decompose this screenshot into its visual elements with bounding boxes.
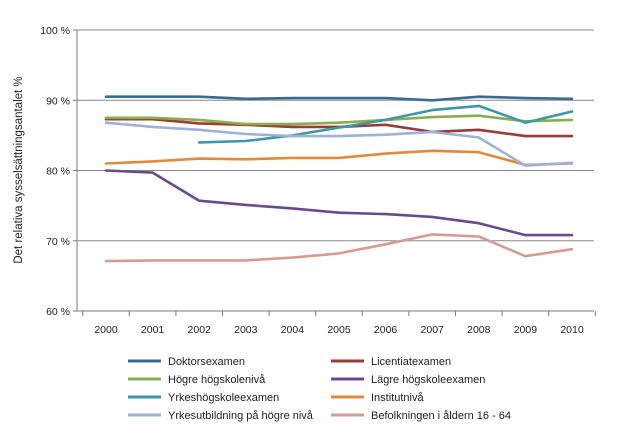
legend-label: Institutnivå [371, 392, 424, 404]
series-line [104, 169, 574, 237]
series-line [104, 121, 574, 167]
series-line [104, 149, 574, 167]
x-tick-label: 2009 [514, 324, 538, 336]
series-4 [197, 104, 574, 144]
series-0 [104, 95, 574, 102]
legend-label: Licentiatexamen [371, 356, 451, 368]
y-axis-ticks: 60 % 70 % 80 % 90 % 100 % [40, 25, 77, 318]
legend: Doktorsexamen Licentiatexamen Högre högsko… [128, 356, 511, 422]
x-tick-label: 2005 [327, 324, 351, 336]
y-tick-label: 80 % [46, 166, 70, 178]
x-tick-label: 2006 [374, 324, 398, 336]
series-line [197, 104, 574, 144]
series-7 [104, 233, 574, 263]
legend-item: Högre högskolenivå [128, 374, 266, 386]
series-5 [104, 149, 574, 167]
series-line [104, 114, 574, 126]
legend-label: Yrkesutbildning på högre nivå [168, 410, 314, 422]
x-tick-label: 2008 [467, 324, 491, 336]
legend-label: Befolkningen i åldern 16 - 64 [371, 410, 511, 422]
x-tick-label: 2001 [141, 324, 165, 336]
legend-item: Lägre högskoleexamen [331, 374, 485, 386]
x-tick-label: 2004 [281, 324, 305, 336]
legend-item: Yrkeshögskoleexamen [128, 392, 279, 404]
x-axis-ticks: 2000 2001 2002 2003 2004 2005 2006 2007 2008 2009… [82, 311, 596, 336]
y-tick-label: 90 % [46, 95, 70, 107]
series-lines [104, 95, 574, 263]
series-line [104, 233, 574, 263]
x-tick-label: 2010 [560, 324, 584, 336]
x-tick-label: 2000 [94, 324, 118, 336]
legend-item: Doktorsexamen [128, 356, 245, 368]
legend-label: Högre högskolenivå [168, 374, 266, 386]
legend-label: Lägre högskoleexamen [371, 374, 485, 386]
y-tick-label: 70 % [46, 236, 70, 248]
y-axis-label: Det relativa sysselsättningsantalet % [13, 76, 25, 263]
legend-item: Yrkesutbildning på högre nivå [128, 410, 314, 422]
series-6 [104, 121, 574, 167]
y-tick-label: 100 % [40, 25, 70, 37]
legend-item: Institutnivå [331, 392, 424, 404]
gridlines [77, 29, 594, 242]
x-tick-label: 2002 [188, 324, 212, 336]
x-tick-label: 2007 [421, 324, 445, 336]
y-tick-label: 60 % [46, 306, 70, 318]
legend-label: Doktorsexamen [168, 356, 245, 368]
legend-item: Befolkningen i åldern 16 - 64 [331, 410, 511, 422]
legend-label: Yrkeshögskoleexamen [168, 392, 279, 404]
series-2 [104, 114, 574, 126]
x-tick-label: 2003 [234, 324, 258, 336]
series-line [104, 95, 574, 102]
series-3 [104, 169, 574, 237]
legend-item: Licentiatexamen [331, 356, 451, 368]
